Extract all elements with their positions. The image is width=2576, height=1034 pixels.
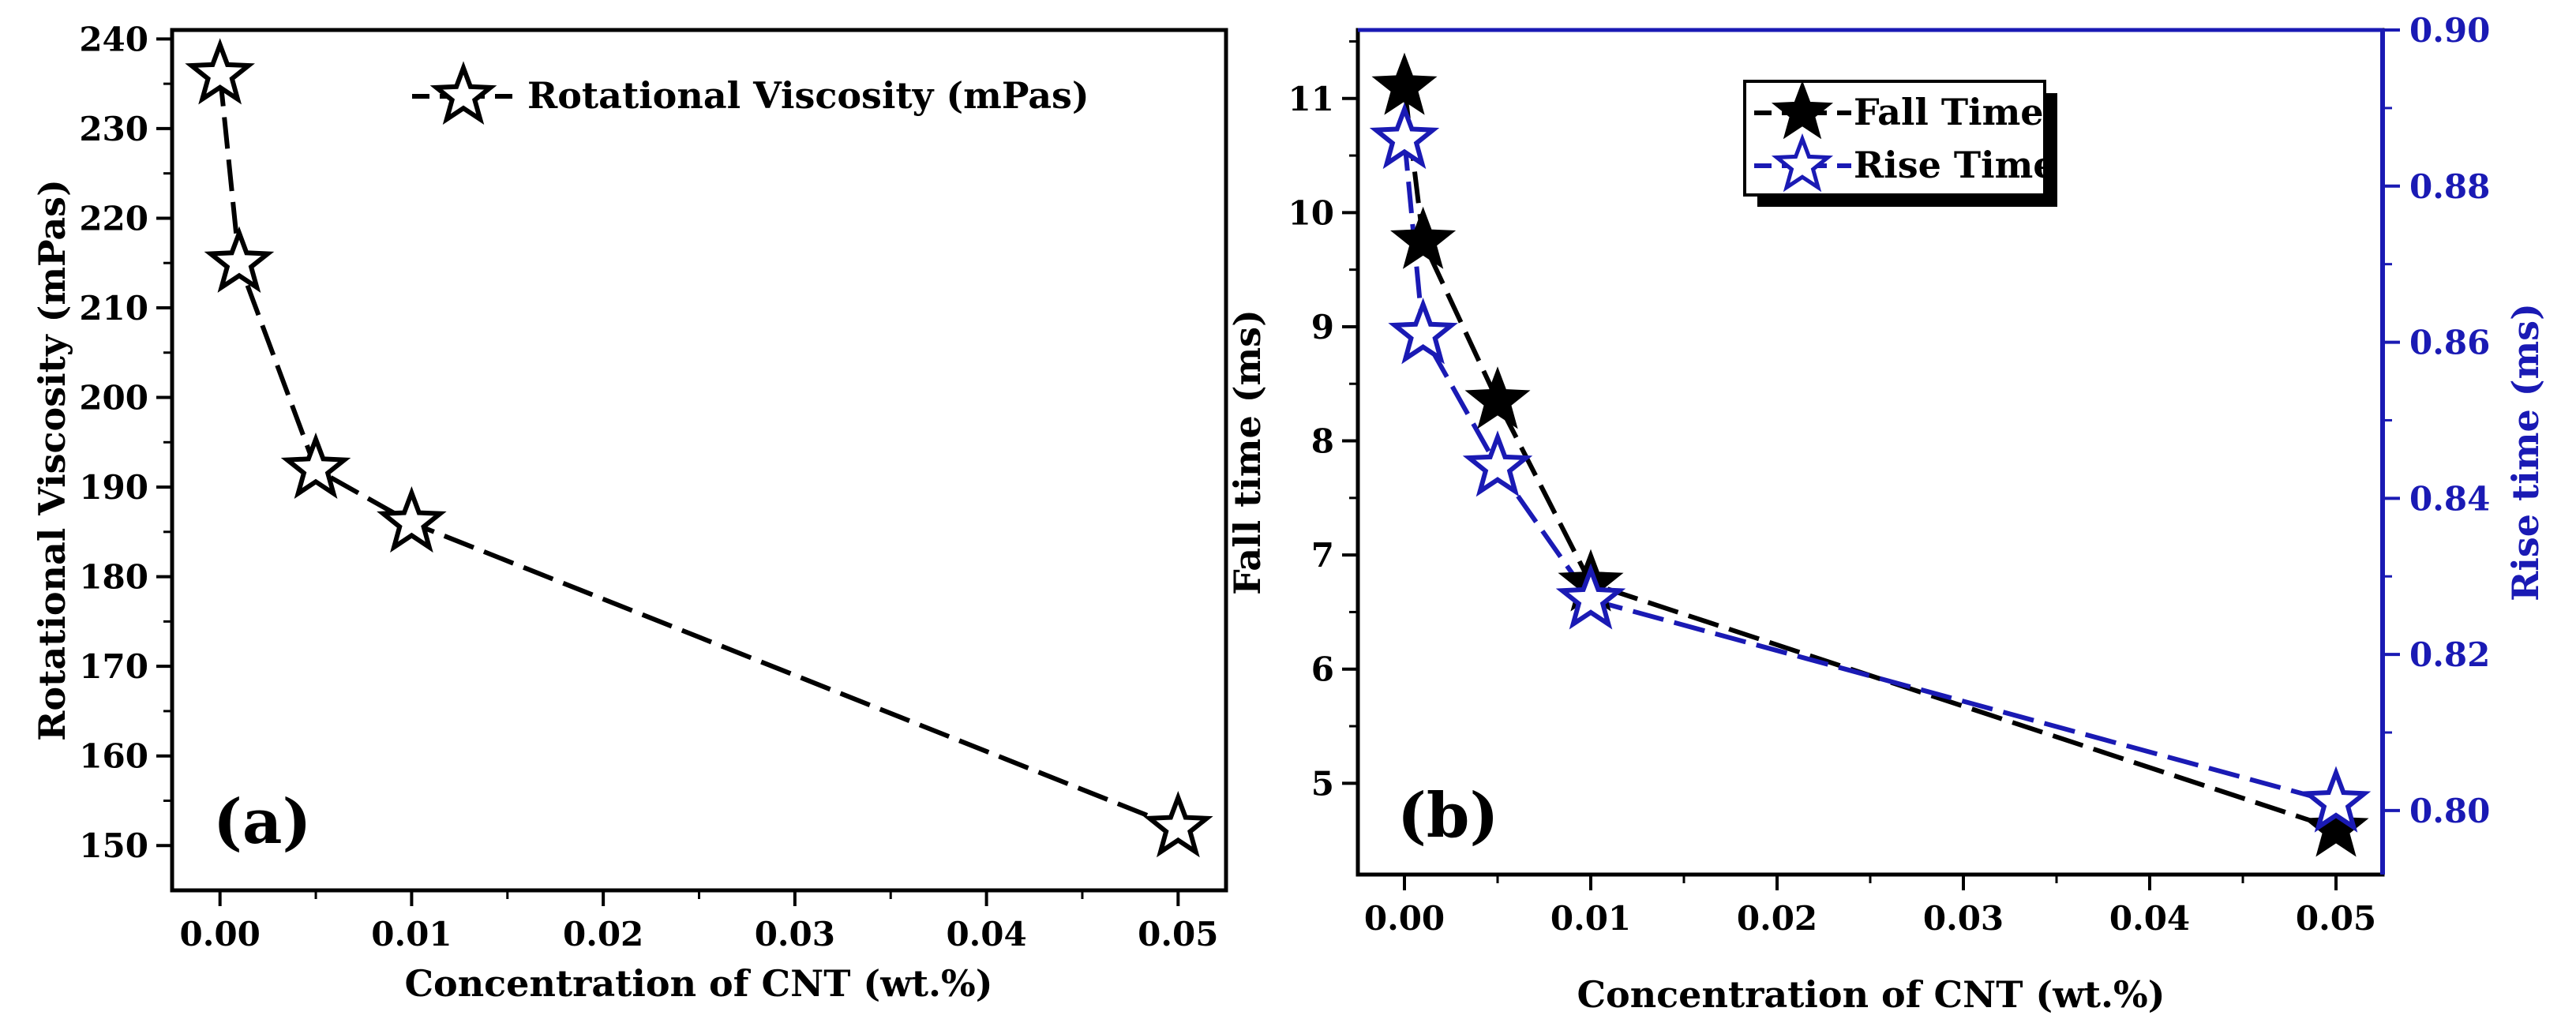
panel-b-x-tick-label: 0.04 (2109, 899, 2190, 938)
panel-b-y-tick-label: 11 (1288, 80, 1334, 118)
panel-b-y2-tick-label: 0.90 (2409, 11, 2490, 50)
panel-a-series (185, 38, 1213, 858)
panel-a-y-tick-label: 210 (79, 289, 148, 328)
panel-b-fall-data-point (1390, 206, 1457, 269)
panel-a-data-point (185, 38, 255, 105)
panel-b-legend-fall-label: Fall Time (1854, 91, 2044, 133)
panel-b-rise-series-line (1402, 139, 2337, 805)
panel-a-data-point (1143, 790, 1213, 858)
panel-b-rise-data-point (1388, 298, 1458, 365)
panel-a-y-axis-label: Rotational Viscosity (mPas) (31, 179, 73, 741)
panel-a-data-point (377, 485, 447, 553)
panel-b-y2-tick-label: 0.88 (2409, 167, 2490, 206)
panel-b-right-y-axis: 0.80 0.82 0.84 0.86 0.88 0.90 (2383, 11, 2490, 830)
panel-b-label: (b) (1397, 780, 1498, 852)
panel-a-x-tick-label: 0.01 (371, 915, 452, 953)
panel-a-y-tick-label: 200 (79, 379, 148, 418)
panel-b-y-tick-label: 8 (1311, 422, 1334, 461)
panel-a-y-axis: 150 160 170 180 190 200 210 220 230 240 (79, 20, 172, 865)
panel-b-y-tick-label: 5 (1311, 764, 1334, 803)
panel-a-legend-label: Rotational Viscosity (mPas) (527, 74, 1089, 117)
panel-b-y2-axis-label: Rise time (ms) (2504, 303, 2547, 601)
panel-a-legend-marker (429, 61, 497, 126)
panel-a-chart: 0.00 0.01 0.02 0.03 0.04 0.05 150 160 170 180 190… (31, 20, 1228, 1005)
panel-b-x-tick-label: 0.00 (1364, 899, 1445, 938)
panel-a-data-point (204, 226, 275, 293)
panel-b-x-axis: 0.00 0.01 0.02 0.03 0.04 0.05 (1364, 875, 2376, 938)
panel-a-y-tick-label: 150 (79, 826, 148, 865)
panel-b-y-tick-label: 10 (1288, 193, 1334, 232)
panel-b-series (1369, 52, 2372, 857)
panel-b-x-tick-label: 0.05 (2296, 899, 2376, 938)
panel-b-left-y-axis: 5 6 7 8 9 10 11 (1288, 39, 1358, 803)
panel-b-x-tick-label: 0.01 (1550, 899, 1631, 938)
panel-b-rise-data-point (1555, 563, 1626, 630)
panel-b-legend-fall-marker (1771, 80, 1834, 140)
panel-a-y-tick-label: 240 (79, 20, 148, 58)
panel-a-label: (a) (213, 786, 311, 858)
panel-a-x-tick-label: 0.02 (563, 915, 643, 953)
panel-a-y-tick-label: 170 (79, 647, 148, 686)
panel-b-rise-data-point (1462, 430, 1533, 497)
panel-a-y-tick-label: 230 (79, 110, 148, 148)
panel-a-y-tick-label: 180 (79, 558, 148, 597)
panel-a-legend: Rotational Viscosity (mPas) (412, 61, 1089, 126)
panel-a-x-tick-label: 0.05 (1138, 915, 1218, 953)
panel-b-fall-data-point (2303, 794, 2369, 857)
panel-b-y-tick-label: 7 (1311, 536, 1334, 575)
panel-b-fall-data-point (1371, 52, 1438, 115)
panel-b-x-tick-label: 0.03 (1923, 899, 2004, 938)
panel-a-x-axis-label: Concentration of CNT (wt.%) (404, 962, 992, 1005)
panel-b-y2-tick-label: 0.84 (2409, 479, 2490, 518)
panel-a-x-tick-label: 0.03 (755, 915, 835, 953)
panel-b-y-tick-label: 9 (1311, 308, 1334, 347)
panel-b-rise-data-point (2300, 766, 2372, 833)
panel-b-y2-tick-label: 0.86 (2409, 324, 2490, 362)
panel-a-y-tick-label: 190 (79, 468, 148, 507)
panel-b-y-tick-label: 6 (1311, 650, 1334, 689)
panel-a-x-tick-label: 0.00 (180, 915, 261, 953)
panel-b-x-axis-label: Concentration of CNT (wt.%) (1577, 973, 2165, 1016)
panel-b-legend-rise-label: Rise Time (1854, 144, 2057, 186)
panel-b-y-axis-label: Fall time (ms) (1226, 309, 1269, 595)
panel-a-y-tick-label: 220 (79, 199, 148, 238)
panel-b-rise-data-point (1369, 102, 1440, 170)
panel-b-fall-series-line (1402, 86, 2337, 832)
panel-b-legend-rise-marker (1771, 133, 1834, 193)
panel-b-x-tick-label: 0.02 (1737, 899, 1817, 938)
panel-b-legend: Fall Time Rise Time (1743, 80, 2057, 207)
panel-b-y2-tick-label: 0.80 (2409, 792, 2490, 830)
panel-b-y2-tick-label: 0.82 (2409, 635, 2490, 674)
panel-a-y-tick-label: 160 (79, 737, 148, 776)
panel-b-fall-data-point (1464, 366, 1531, 429)
panel-a-x-tick-label: 0.04 (946, 915, 1026, 953)
panel-a-data-point (280, 432, 351, 500)
panel-a-x-axis: 0.00 0.01 0.02 0.03 0.04 0.05 (180, 890, 1218, 953)
panel-a-series-line (217, 74, 1179, 830)
